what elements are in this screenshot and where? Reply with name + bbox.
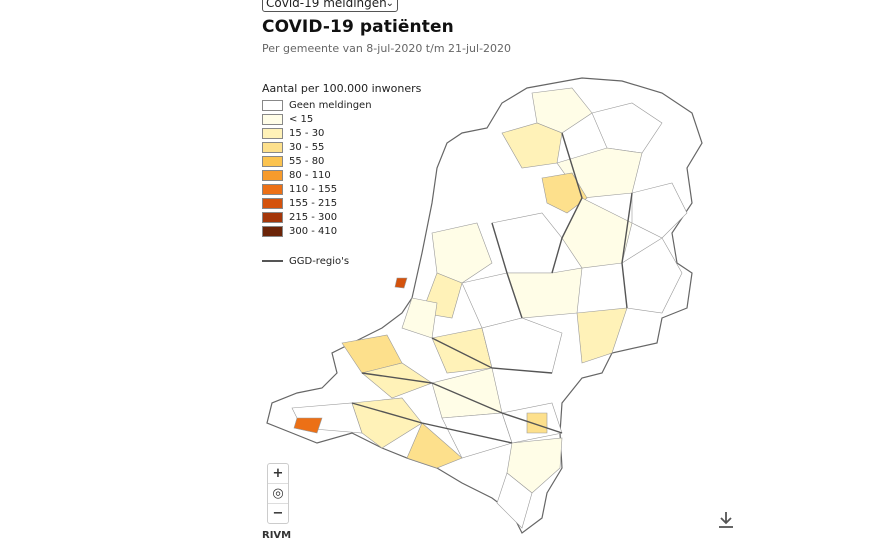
legend-label: 15 - 30	[289, 127, 325, 139]
legend-row: 110 - 155	[262, 182, 421, 196]
dataset-select-value: Covid-19 meldingen	[266, 0, 387, 10]
legend-swatch	[262, 127, 283, 139]
legend-label: 110 - 155	[289, 183, 338, 195]
credit-label: RIVM	[262, 530, 292, 541]
legend-swatch	[262, 141, 283, 153]
legend-row: 155 - 215	[262, 196, 421, 210]
legend-title: Aantal per 100.000 inwoners	[262, 82, 422, 95]
legend-ggd-label: GGD-regio's	[289, 255, 350, 267]
legend-row: 15 - 30	[262, 126, 421, 140]
legend-row: 30 - 55	[262, 140, 421, 154]
page-title: COVID-19 patiënten	[262, 17, 454, 37]
download-icon[interactable]	[716, 510, 736, 530]
legend-label: 300 - 410	[289, 225, 338, 237]
zoom-control: + ◎ −	[267, 463, 289, 524]
map-legend: Aantal per 100.000 inwoners Geen melding…	[262, 82, 421, 268]
legend-swatch	[262, 211, 283, 223]
legend-swatch	[262, 99, 283, 111]
legend-row: 215 - 300	[262, 210, 421, 224]
legend-swatch	[262, 155, 283, 167]
zoom-in-button[interactable]: +	[268, 464, 288, 484]
chevron-down-icon: ⌄	[385, 0, 394, 9]
legend-row: 300 - 410	[262, 224, 421, 238]
legend-label: 155 - 215	[289, 197, 338, 209]
legend-swatch	[262, 169, 283, 181]
legend-row: < 15	[262, 112, 421, 126]
legend-swatch	[262, 225, 283, 237]
ggd-line-swatch	[262, 260, 283, 262]
legend-label: 80 - 110	[289, 169, 331, 181]
zoom-out-button[interactable]: −	[272, 506, 284, 521]
country-outline	[266, 77, 703, 534]
legend-swatch	[262, 197, 283, 209]
legend-label: Geen meldingen	[289, 99, 372, 111]
legend-row: Geen meldingen	[262, 98, 421, 112]
legend-row: 80 - 110	[262, 168, 421, 182]
locate-icon[interactable]: ◎	[268, 484, 288, 504]
dataset-select[interactable]: Covid-19 meldingen ⌄	[262, 0, 398, 12]
legend-label: 55 - 80	[289, 155, 325, 167]
legend-label: 215 - 300	[289, 211, 338, 223]
netherlands-municipality-map[interactable]	[262, 73, 712, 538]
legend-row: 55 - 80	[262, 154, 421, 168]
legend-swatch	[262, 113, 283, 125]
legend-ggd-row: GGD-regio's	[262, 254, 421, 268]
page-subtitle: Per gemeente van 8-jul-2020 t/m 21-jul-2…	[262, 42, 512, 55]
legend-label: < 15	[289, 113, 314, 125]
legend-swatch	[262, 183, 283, 195]
legend-label: 30 - 55	[289, 141, 325, 153]
